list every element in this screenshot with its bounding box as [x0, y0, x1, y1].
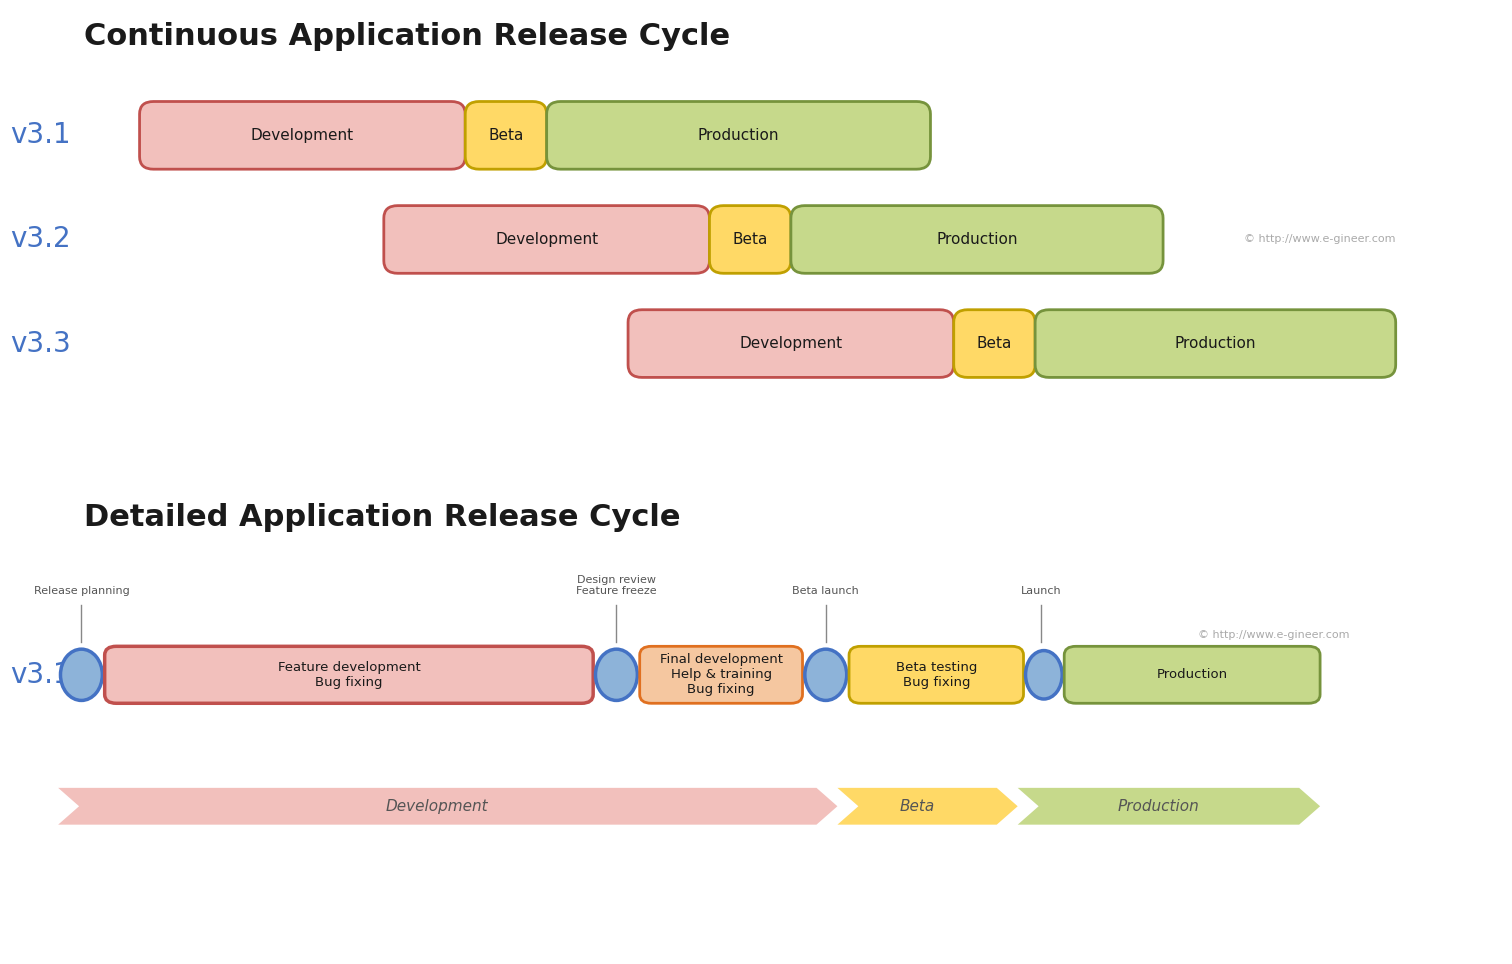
Text: Production: Production — [1175, 336, 1256, 351]
FancyBboxPatch shape — [627, 309, 954, 378]
FancyBboxPatch shape — [104, 646, 593, 704]
FancyBboxPatch shape — [791, 205, 1163, 274]
Text: v3.3: v3.3 — [11, 330, 71, 358]
Text: Beta launch: Beta launch — [792, 586, 859, 597]
Text: v3.1: v3.1 — [11, 660, 71, 689]
FancyBboxPatch shape — [640, 646, 803, 704]
Text: Beta: Beta — [488, 128, 523, 143]
Text: Release planning: Release planning — [33, 586, 130, 597]
Text: Beta: Beta — [900, 799, 934, 814]
FancyBboxPatch shape — [709, 205, 791, 274]
Text: Production: Production — [1157, 668, 1228, 682]
FancyBboxPatch shape — [384, 205, 709, 274]
Text: Detailed Application Release Cycle: Detailed Application Release Cycle — [83, 502, 680, 531]
FancyBboxPatch shape — [466, 101, 547, 170]
FancyBboxPatch shape — [1036, 309, 1396, 378]
Ellipse shape — [596, 649, 638, 701]
Text: Development: Development — [386, 799, 488, 814]
Text: Development: Development — [251, 128, 354, 143]
Text: Feature development
Bug fixing: Feature development Bug fixing — [278, 660, 420, 689]
Text: Final development
Help & training
Bug fixing: Final development Help & training Bug fi… — [659, 654, 783, 696]
Text: Production: Production — [936, 232, 1018, 247]
Text: Design review
Feature freeze: Design review Feature freeze — [576, 575, 656, 597]
FancyBboxPatch shape — [954, 309, 1036, 378]
Polygon shape — [838, 788, 1018, 824]
Polygon shape — [57, 788, 838, 824]
Ellipse shape — [1025, 651, 1063, 699]
Text: Production: Production — [1117, 799, 1199, 814]
FancyBboxPatch shape — [139, 101, 466, 170]
Text: Launch: Launch — [1021, 586, 1061, 597]
Text: Development: Development — [739, 336, 842, 351]
Text: Beta testing
Bug fixing: Beta testing Bug fixing — [895, 660, 977, 689]
FancyBboxPatch shape — [1064, 646, 1320, 704]
Text: Continuous Application Release Cycle: Continuous Application Release Cycle — [83, 22, 730, 51]
Polygon shape — [1018, 788, 1320, 824]
Text: Beta: Beta — [977, 336, 1012, 351]
Ellipse shape — [804, 649, 847, 701]
FancyBboxPatch shape — [547, 101, 930, 170]
Text: v3.1: v3.1 — [11, 121, 71, 149]
Text: v3.2: v3.2 — [11, 226, 71, 254]
Text: © http://www.e-gineer.com: © http://www.e-gineer.com — [1244, 234, 1396, 245]
FancyBboxPatch shape — [850, 646, 1024, 704]
Ellipse shape — [60, 649, 103, 701]
Text: Beta: Beta — [732, 232, 768, 247]
Text: Development: Development — [494, 232, 599, 247]
Text: Production: Production — [699, 128, 779, 143]
Text: © http://www.e-gineer.com: © http://www.e-gineer.com — [1198, 630, 1350, 640]
